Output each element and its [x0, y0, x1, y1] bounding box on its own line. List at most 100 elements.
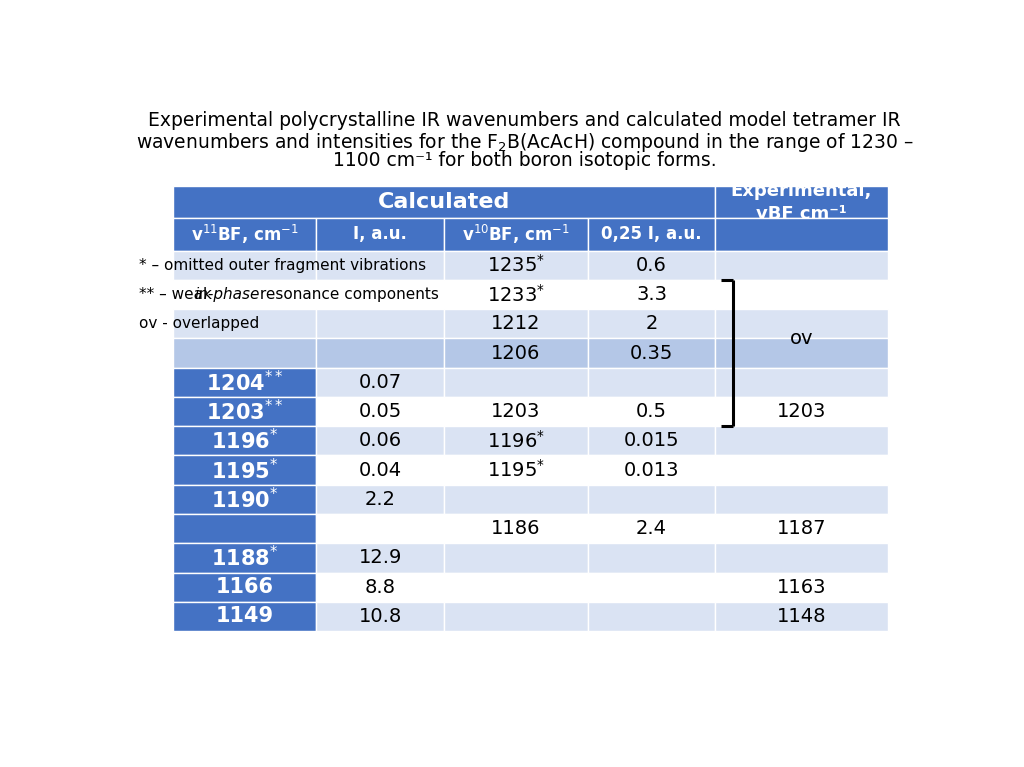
Bar [588, 309, 716, 338]
Bar [444, 367, 588, 397]
Bar [588, 397, 716, 426]
Text: 1100 cm⁻¹ for both boron isotopic forms.: 1100 cm⁻¹ for both boron isotopic forms. [333, 151, 717, 170]
Text: v$^{10}$BF, cm$^{-1}$: v$^{10}$BF, cm$^{-1}$ [462, 223, 569, 246]
Bar [716, 367, 888, 397]
Text: 0.06: 0.06 [358, 431, 401, 450]
Bar [716, 543, 888, 572]
Text: 0.6: 0.6 [636, 255, 667, 275]
Bar [173, 219, 316, 251]
Bar [716, 514, 888, 543]
Bar [444, 251, 588, 280]
Bar [173, 514, 316, 543]
Text: 1166: 1166 [216, 577, 273, 597]
Bar [173, 367, 316, 397]
Bar [173, 543, 316, 572]
Bar [716, 426, 888, 456]
Bar [588, 367, 716, 397]
Bar [316, 602, 444, 631]
Text: 1204$^{**}$: 1204$^{**}$ [206, 370, 284, 395]
Text: ov: ov [790, 329, 813, 348]
Bar [716, 397, 888, 426]
Bar [588, 219, 716, 251]
Bar [716, 602, 888, 631]
Bar [316, 338, 444, 367]
Bar [444, 485, 588, 514]
Text: 0.35: 0.35 [630, 344, 673, 363]
Text: 0.07: 0.07 [358, 373, 401, 392]
Text: 1195$^{*}$: 1195$^{*}$ [486, 459, 545, 481]
Text: 3.3: 3.3 [636, 285, 667, 304]
Bar [716, 280, 888, 309]
Bar [588, 602, 716, 631]
Bar [316, 309, 444, 338]
Text: 2.4: 2.4 [636, 519, 667, 538]
Bar [588, 572, 716, 602]
Text: in-phase: in-phase [195, 287, 260, 302]
Text: * – omitted outer fragment vibrations: * – omitted outer fragment vibrations [139, 258, 426, 273]
Text: 0.05: 0.05 [358, 402, 401, 421]
Text: Experimental,
vBF cm⁻¹: Experimental, vBF cm⁻¹ [731, 182, 872, 222]
Text: 0.04: 0.04 [358, 461, 401, 479]
Bar [716, 572, 888, 602]
Bar [444, 280, 588, 309]
Bar [588, 456, 716, 485]
Text: 0,25 I, a.u.: 0,25 I, a.u. [601, 225, 701, 243]
Bar [444, 338, 588, 367]
Text: 1206: 1206 [492, 344, 541, 363]
Text: 1212: 1212 [492, 314, 541, 334]
Bar [173, 572, 316, 602]
Text: wavenumbers and intensities for the F$_2$B(AcAcH) compound in the range of 1230 : wavenumbers and intensities for the F$_2… [136, 131, 913, 154]
Text: 1149: 1149 [216, 607, 273, 627]
Bar [173, 426, 316, 456]
Text: 12.9: 12.9 [358, 548, 402, 568]
Bar [588, 338, 716, 367]
Bar [588, 543, 716, 572]
Bar [173, 397, 316, 426]
Bar [716, 186, 888, 219]
Bar [444, 309, 588, 338]
Text: ov - overlapped: ov - overlapped [139, 316, 259, 331]
Bar [173, 338, 316, 367]
Bar [316, 485, 444, 514]
Bar [716, 251, 888, 280]
Bar [588, 426, 716, 456]
Bar [716, 485, 888, 514]
Bar [173, 456, 316, 485]
Bar [173, 186, 716, 219]
Text: 1196$^{*}$: 1196$^{*}$ [211, 428, 279, 453]
Text: 2: 2 [645, 314, 657, 334]
Bar [316, 219, 444, 251]
Text: 0.015: 0.015 [624, 431, 679, 450]
Text: 1190$^{*}$: 1190$^{*}$ [211, 487, 279, 512]
Text: 10.8: 10.8 [358, 607, 401, 626]
Bar [316, 456, 444, 485]
Bar [444, 426, 588, 456]
Bar [316, 543, 444, 572]
Bar [173, 485, 316, 514]
Text: resonance components: resonance components [255, 287, 439, 302]
Bar [444, 219, 588, 251]
Bar [316, 251, 444, 280]
Bar [716, 456, 888, 485]
Text: 0.013: 0.013 [624, 461, 679, 479]
Bar [444, 572, 588, 602]
Text: 1203$^{**}$: 1203$^{**}$ [206, 399, 284, 424]
Bar [588, 251, 716, 280]
Bar [444, 543, 588, 572]
Bar [444, 602, 588, 631]
Text: 1203: 1203 [777, 402, 826, 421]
Bar [173, 251, 316, 280]
Text: 2.2: 2.2 [365, 490, 395, 509]
Bar [316, 367, 444, 397]
Text: 1163: 1163 [777, 578, 826, 597]
Bar [316, 426, 444, 456]
Bar [173, 280, 316, 309]
Text: ** – weak: ** – weak [139, 287, 217, 302]
Text: Calculated: Calculated [378, 193, 510, 212]
Bar [588, 280, 716, 309]
Bar [444, 456, 588, 485]
Text: 8.8: 8.8 [365, 578, 395, 597]
Text: 0.5: 0.5 [636, 402, 667, 421]
Bar [444, 514, 588, 543]
Bar [173, 309, 316, 338]
